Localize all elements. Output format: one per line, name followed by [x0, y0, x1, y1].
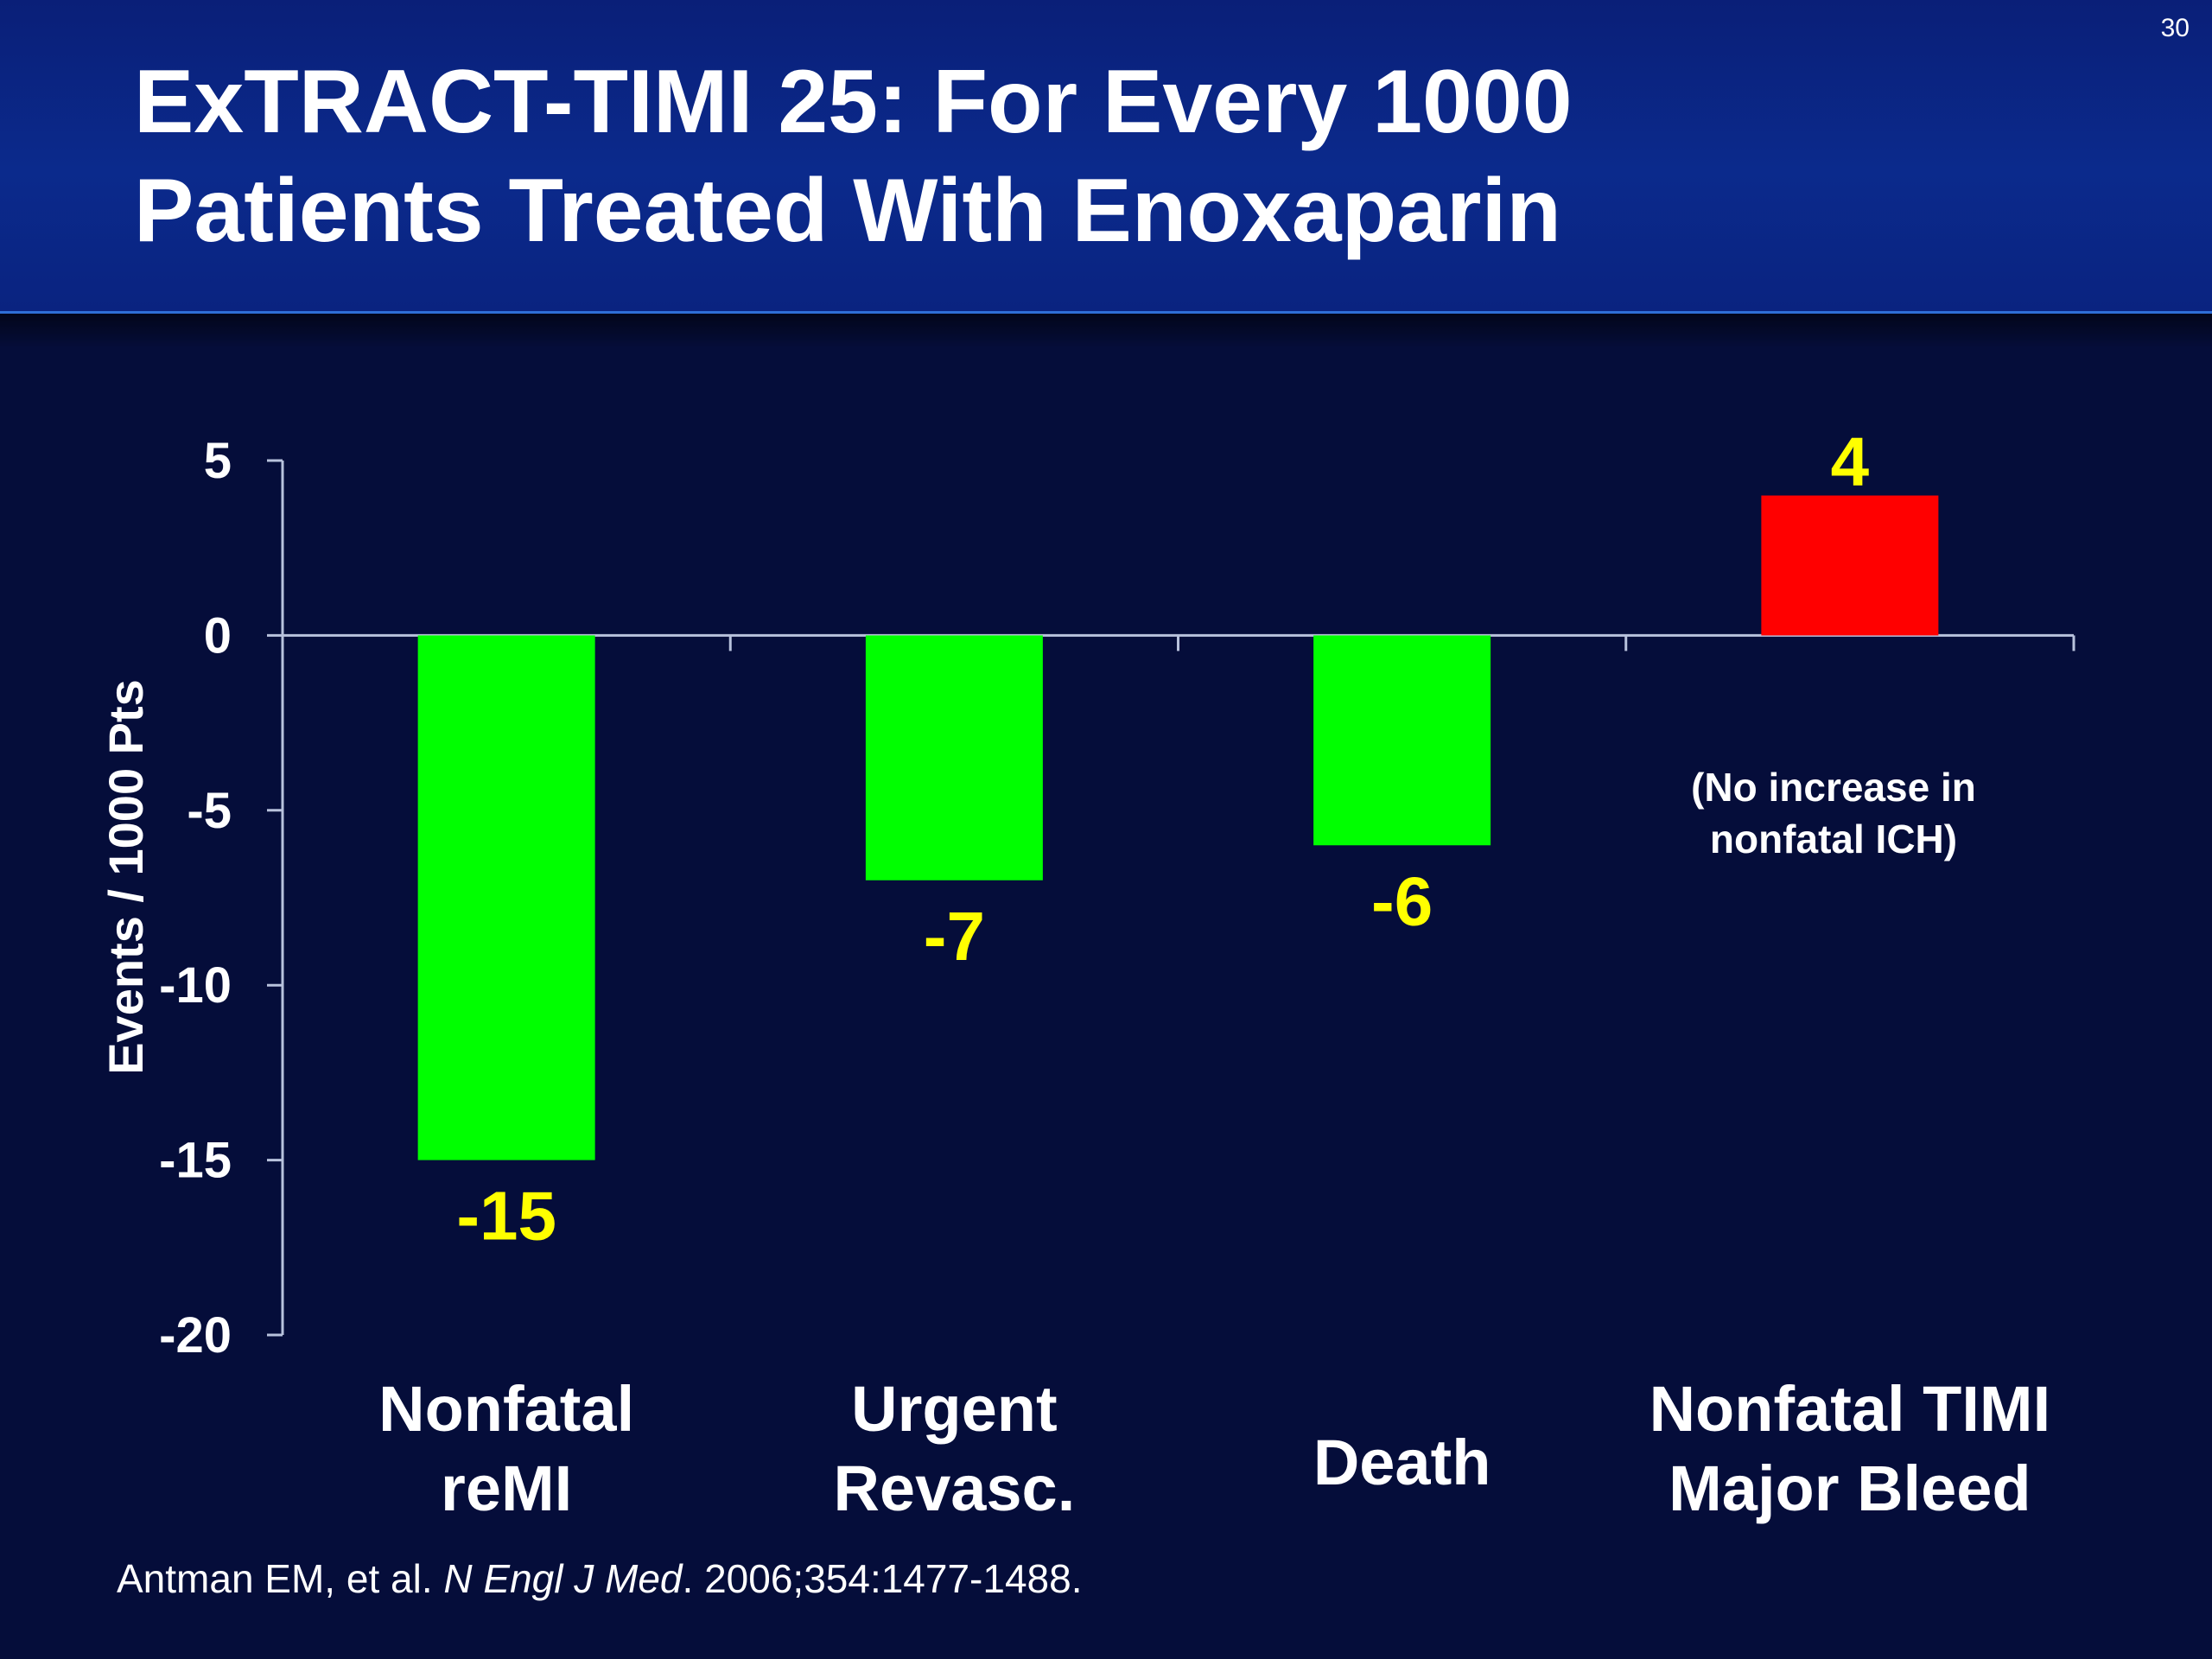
- title-line-2: Patients Treated With Enoxaparin: [134, 161, 1561, 261]
- category-label: Death: [1313, 1427, 1491, 1498]
- category-label: Nonfatal TIMI: [1649, 1373, 2051, 1445]
- chart-bars: [417, 495, 1939, 1160]
- y-tick-label: -5: [187, 783, 232, 839]
- data-label: -7: [924, 898, 985, 975]
- bar: [1761, 495, 1939, 636]
- citation-journal: N Engl J Med: [443, 1556, 683, 1601]
- y-tick-label: 0: [204, 607, 232, 664]
- y-tick-label: -15: [159, 1133, 232, 1189]
- annotation-line-2: nonfatal ICH): [1710, 817, 1957, 861]
- y-tick-label: 5: [204, 433, 232, 489]
- slide-title: ExTRACT-TIMI 25: For Every 1000 Patients…: [134, 48, 1948, 265]
- category-label: Major Bleed: [1669, 1452, 2031, 1524]
- data-label: 4: [1831, 423, 1870, 499]
- y-tick-label: -10: [159, 957, 232, 1014]
- data-label: -15: [456, 1178, 556, 1255]
- category-label: Urgent: [851, 1373, 1057, 1445]
- citation: Antman EM, et al. N Engl J Med. 2006;354…: [117, 1555, 1082, 1602]
- y-tick-label: -20: [159, 1307, 232, 1363]
- citation-details: . 2006;354:1477-1488.: [682, 1556, 1083, 1601]
- slide-header: [0, 0, 2212, 314]
- annotation-line-1: (No increase in: [1691, 765, 1976, 810]
- bar: [1313, 635, 1491, 846]
- category-label: Nonfatal: [378, 1373, 634, 1445]
- bar: [417, 635, 595, 1160]
- header-shadow: [0, 314, 2212, 348]
- category-label: reMI: [441, 1452, 572, 1524]
- y-axis-label: Events / 1000 Pts: [99, 679, 153, 1075]
- slide-number: 30: [2160, 14, 2190, 42]
- bar: [865, 635, 1043, 880]
- title-line-1: ExTRACT-TIMI 25: For Every 1000: [134, 52, 1573, 152]
- category-label: Revasc.: [833, 1452, 1075, 1524]
- data-label: -6: [1371, 862, 1433, 939]
- citation-authors: Antman EM, et al.: [117, 1556, 433, 1601]
